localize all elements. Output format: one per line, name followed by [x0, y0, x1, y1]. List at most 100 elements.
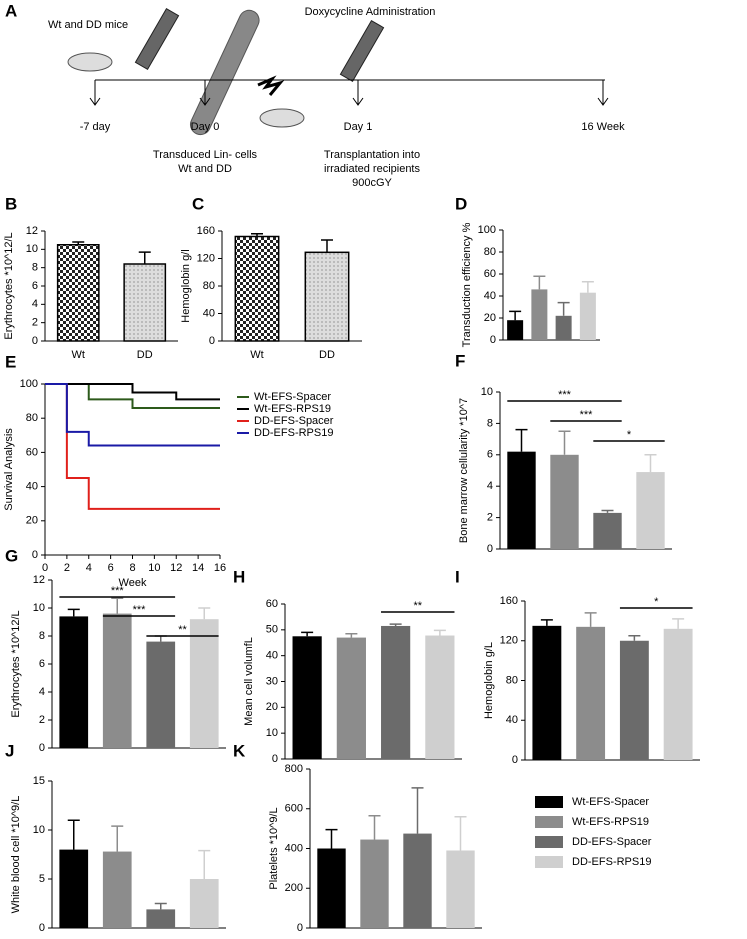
label: Transduced Lin- cells: [153, 149, 258, 161]
error-bar: [111, 597, 124, 614]
y-tick-label: 40: [26, 481, 38, 493]
y-tick-label: 0: [39, 922, 45, 934]
y-tick-label: 0: [490, 334, 496, 346]
y-tick-label: 50: [266, 624, 278, 636]
x-axis-label: Week: [119, 577, 147, 589]
error-bar: [154, 635, 167, 642]
bone-icon: [189, 9, 260, 136]
y-tick-label: 2: [32, 317, 38, 329]
panel-letter: A: [5, 1, 17, 20]
y-tick-label: 10: [26, 243, 38, 255]
significance-label: ***: [580, 409, 594, 421]
error-bar: [251, 233, 263, 237]
error-bar: [540, 619, 553, 626]
bar: [636, 472, 665, 549]
y-tick-label: 5: [39, 873, 45, 885]
error-bar: [433, 629, 446, 636]
y-axis-label: Hemoglobin g/L: [483, 642, 495, 719]
y-tick-label: 20: [26, 515, 38, 527]
y-tick-label: 8: [487, 417, 493, 429]
y-tick-label: 12: [33, 574, 45, 586]
bar: [619, 640, 649, 760]
y-tick-label: 0: [209, 335, 215, 347]
y-tick-label: 60: [484, 268, 496, 280]
y-tick-label: 80: [203, 280, 215, 292]
error-bar: [509, 310, 522, 321]
bar: [532, 625, 562, 760]
y-tick-label: 0: [487, 543, 493, 555]
bar: [292, 636, 322, 759]
y-tick-label: 12: [26, 225, 38, 237]
y-axis-label: Mean cell volumfL: [243, 637, 255, 726]
y-tick-label: 2: [487, 512, 493, 524]
y-tick-label: 8: [39, 630, 45, 642]
panel-letter: J: [5, 741, 14, 760]
significance-label: ***: [558, 389, 572, 401]
panel-letter: G: [5, 546, 18, 565]
error-bar: [111, 825, 124, 852]
error-bar: [581, 280, 594, 293]
x-tick-label: DD: [319, 349, 335, 361]
panel-letter: E: [5, 352, 16, 371]
y-tick-label: 40: [506, 714, 518, 726]
significance-label: ***: [133, 604, 147, 616]
legend-label: DD-EFS-Spacer: [254, 415, 334, 427]
bar: [59, 616, 89, 748]
bar: [531, 289, 548, 340]
error-bar: [154, 902, 167, 910]
mouse-icon: [67, 52, 113, 72]
error-bar: [72, 241, 85, 245]
y-axis-label: Hemoglobin g/l: [180, 249, 192, 322]
y-axis-label: Bone marrow cellularity *10^7: [458, 398, 470, 543]
y-tick-label: 4: [39, 686, 45, 698]
bar: [234, 235, 280, 342]
legend-label: Wt-EFS-RPS19: [572, 816, 649, 828]
legend-label: Wt-EFS-RPS19: [254, 403, 331, 415]
bar: [555, 315, 572, 340]
y-tick-label: 6: [487, 449, 493, 461]
legend-swatch: [535, 856, 563, 868]
y-tick-label: 0: [32, 335, 38, 347]
significance-label: **: [413, 600, 422, 612]
mouse-icon: [259, 108, 305, 128]
x-tick-label: 12: [170, 562, 182, 574]
label: Transplantation into: [324, 149, 420, 161]
y-tick-label: 80: [484, 246, 496, 258]
error-bar: [533, 275, 546, 290]
x-tick-label: Wt: [250, 349, 263, 361]
y-tick-label: 100: [20, 378, 38, 390]
y-tick-label: 20: [484, 312, 496, 324]
error-bar: [672, 618, 685, 629]
x-tick-label: 14: [192, 562, 204, 574]
panel-letter: I: [455, 567, 460, 586]
survival-line: [45, 383, 220, 401]
legend-label: Wt-EFS-Spacer: [254, 391, 331, 403]
timeline-panel: A Wt and DD mice Doxycycline Administrat…: [5, 1, 625, 188]
y-tick-label: 40: [484, 290, 496, 302]
y-axis-label: Erythrocytes *10^12/L: [10, 610, 22, 717]
label: Doxycycline Administration: [305, 6, 436, 18]
bar: [336, 637, 366, 759]
y-tick-label: 160: [197, 225, 215, 237]
y-tick-label: 800: [285, 763, 303, 775]
error-bar: [67, 819, 80, 850]
error-bar: [325, 828, 338, 849]
x-tick-label: 10: [148, 562, 160, 574]
bar: [579, 292, 596, 340]
y-axis-label: White blood cell *10^9/L: [10, 796, 22, 914]
bar: [317, 848, 346, 928]
legend-swatch: [535, 836, 563, 848]
error-bar: [558, 430, 571, 455]
y-tick-label: 20: [266, 701, 278, 713]
significance-label: **: [178, 624, 187, 636]
timepoint: -7 day: [80, 121, 111, 133]
y-axis-label: Transduction efficiency %: [461, 222, 473, 347]
y-tick-label: 10: [33, 824, 45, 836]
y-tick-label: 4: [487, 480, 493, 492]
y-tick-label: 0: [297, 922, 303, 934]
timepoint: Day 0: [191, 121, 220, 133]
survival-line: [45, 383, 220, 447]
y-tick-label: 6: [39, 658, 45, 670]
legend-label: DD-EFS-RPS19: [572, 856, 651, 868]
panel-letter: K: [233, 741, 246, 760]
